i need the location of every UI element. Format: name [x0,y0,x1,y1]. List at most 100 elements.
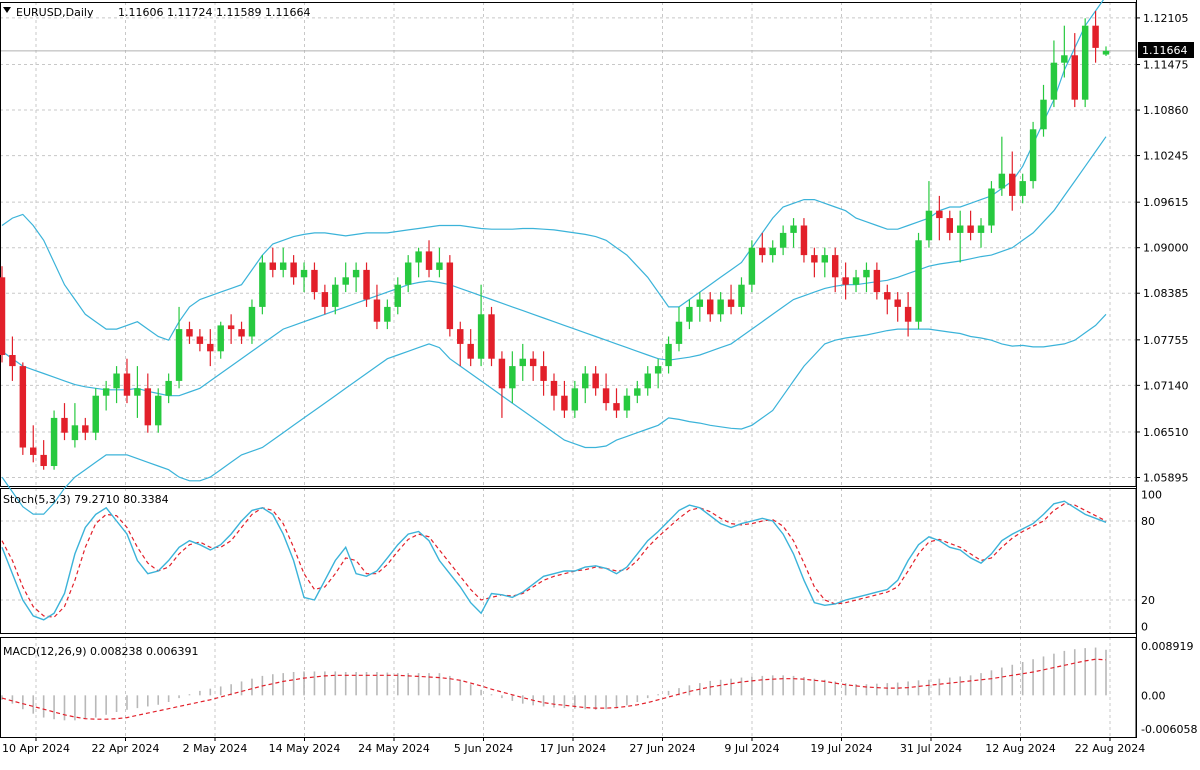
candle-body[interactable] [311,269,318,293]
candle-body[interactable] [1092,25,1099,48]
candle[interactable] [561,380,568,418]
candle[interactable] [727,284,735,315]
candle-body[interactable] [207,343,214,352]
candle[interactable] [446,255,454,337]
macd-panel[interactable] [1,647,1107,721]
candle-body[interactable] [561,395,568,411]
candle-body[interactable] [988,188,995,226]
candle[interactable] [779,225,787,256]
candle-body[interactable] [488,314,495,359]
candle[interactable] [884,284,891,315]
candle-body[interactable] [92,395,99,433]
candle-body[interactable] [102,388,110,396]
candle[interactable] [19,362,27,455]
candle-body[interactable] [1050,62,1058,100]
candle[interactable] [873,262,881,300]
candle[interactable] [342,262,349,293]
candle-body[interactable] [1009,173,1016,196]
candle-body[interactable] [904,306,912,322]
candle-body[interactable] [623,395,631,411]
candle[interactable] [800,218,808,263]
candle-body[interactable] [321,292,329,307]
candle-body[interactable] [831,255,839,278]
candle[interactable] [300,262,308,293]
candle-body[interactable] [259,262,266,307]
candle[interactable] [738,277,745,315]
candle[interactable] [71,403,79,448]
candle[interactable] [259,255,266,315]
candle[interactable] [384,299,391,330]
candle-body[interactable] [498,358,506,389]
symbol-menu-arrow-icon[interactable] [3,7,11,13]
candle[interactable] [1071,33,1078,108]
candle-body[interactable] [404,262,412,285]
candle[interactable] [467,329,474,367]
candle-body[interactable] [717,299,724,315]
stochastic-panel[interactable] [1,500,1107,621]
candle-body[interactable] [342,277,349,285]
candle[interactable] [790,218,797,248]
candle[interactable] [654,358,662,389]
candle-body[interactable] [894,299,901,307]
candle-body[interactable] [123,373,131,396]
candle-body[interactable] [936,210,943,219]
candle[interactable] [457,321,464,367]
candle-body[interactable] [571,388,579,411]
candle[interactable] [352,262,360,293]
candle[interactable] [227,314,235,344]
candle-body[interactable] [477,314,485,359]
candle[interactable] [748,240,756,293]
candle-body[interactable] [1102,50,1110,55]
candle-body[interactable] [363,269,370,300]
candle[interactable] [0,266,6,363]
candle-body[interactable] [30,447,37,455]
candle[interactable] [144,373,152,433]
candle[interactable] [123,358,131,404]
candle[interactable] [509,351,516,404]
candle-body[interactable] [654,366,662,374]
candle[interactable] [915,232,922,330]
candle[interactable] [498,351,506,418]
candle-body[interactable] [873,269,881,293]
candle[interactable] [602,373,610,411]
candle[interactable] [769,240,776,263]
candle-body[interactable] [540,366,547,381]
candle[interactable] [175,306,183,389]
candle[interactable] [30,425,37,463]
candle[interactable] [186,321,193,344]
candle-body[interactable] [300,269,308,278]
candle-body[interactable] [436,262,443,270]
candle[interactable] [998,136,1006,196]
candle[interactable] [50,410,58,470]
candle[interactable] [519,343,526,381]
candle-body[interactable] [165,380,172,396]
candle-body[interactable] [675,321,683,344]
candle-body[interactable] [779,232,787,248]
candle[interactable] [1029,121,1037,189]
candle[interactable] [571,380,579,418]
candle[interactable] [1102,46,1110,57]
candle[interactable] [582,366,589,404]
candle[interactable] [290,255,297,285]
candle[interactable] [706,292,714,322]
candle-body[interactable] [738,284,745,307]
candle-body[interactable] [967,225,974,233]
candle[interactable] [207,329,214,367]
candle[interactable] [613,388,620,418]
candle[interactable] [529,351,537,381]
candle-body[interactable] [1071,55,1078,100]
candle[interactable] [196,329,204,352]
candle[interactable] [134,366,141,418]
candle[interactable] [332,277,339,315]
candle-body[interactable] [352,269,360,278]
candle-body[interactable] [279,262,287,270]
candle[interactable] [894,292,901,322]
candle[interactable] [988,181,995,233]
candle-body[interactable] [1029,129,1037,182]
candle-body[interactable] [665,343,672,367]
candle-body[interactable] [186,329,193,337]
candle[interactable] [675,306,683,352]
candle-body[interactable] [61,417,68,433]
candle[interactable] [279,247,287,278]
candle-body[interactable] [977,225,985,233]
